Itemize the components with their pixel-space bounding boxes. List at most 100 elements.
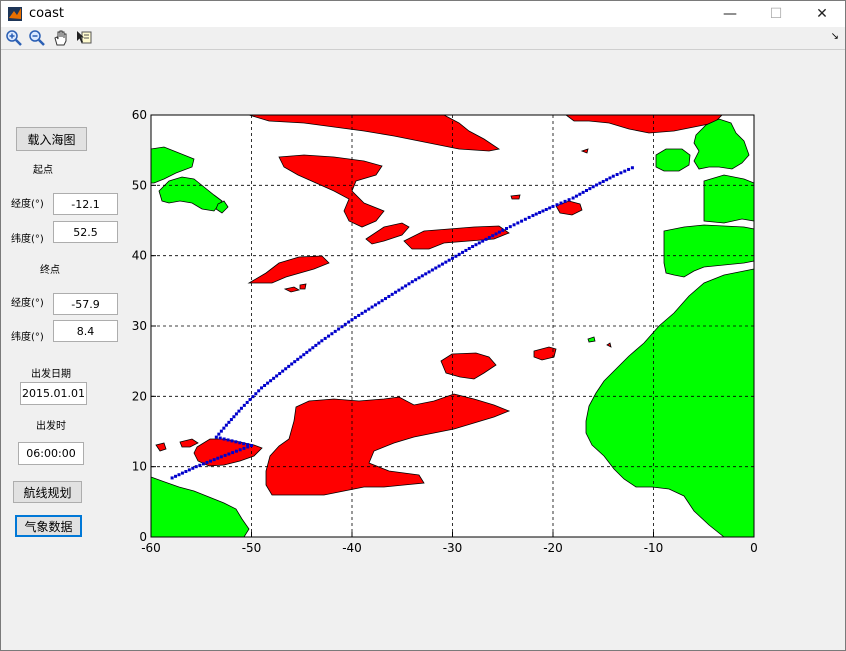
route-point (516, 221, 520, 225)
route-point (574, 194, 578, 198)
route-point (497, 230, 501, 234)
route-point (269, 379, 273, 383)
x-tick-label: -20 (543, 541, 563, 555)
route-point (598, 181, 602, 185)
route-point (234, 412, 238, 416)
route-point (404, 284, 408, 288)
route-point (520, 219, 524, 223)
route-point (571, 196, 575, 200)
route-point (299, 355, 303, 359)
weather-data-button[interactable]: 气象数据 (15, 515, 82, 537)
map-axes[interactable]: -60 -50 -40 -30 -20 -10 0 0 10 20 30 40 50 60 (4, 51, 842, 647)
data-cursor-icon[interactable] (75, 29, 93, 47)
route-point (170, 476, 174, 480)
africa (585, 268, 755, 538)
route-point (400, 286, 404, 290)
route-point (623, 169, 627, 173)
route-point (414, 278, 418, 282)
route-point (246, 445, 250, 449)
route-point (427, 270, 431, 274)
ireland (655, 148, 691, 172)
end-lon-field[interactable]: -57.9 (53, 293, 118, 315)
weather-region (510, 194, 521, 200)
route-point (272, 376, 276, 380)
route-plan-button[interactable]: 航线规划 (13, 481, 82, 503)
zoom-out-icon[interactable] (28, 29, 46, 47)
x-tick-label: 0 (750, 541, 758, 555)
land-masses (150, 118, 755, 538)
route-point (434, 266, 438, 270)
weather-region (179, 438, 199, 448)
canary-island (587, 336, 596, 343)
route-point (296, 357, 300, 361)
y-tick-label: 60 (132, 108, 147, 122)
route-point (559, 201, 563, 205)
route-point (205, 460, 209, 464)
route-point (627, 167, 631, 171)
route-point (180, 471, 184, 475)
route-point (238, 441, 242, 445)
route-point (281, 369, 285, 373)
close-button[interactable]: ✕ (816, 6, 828, 22)
route-point (230, 439, 234, 443)
route-point (250, 444, 253, 448)
x-tick-label: -30 (443, 541, 463, 555)
y-tick-label: 50 (132, 178, 147, 192)
route-point (451, 256, 454, 260)
route-point (457, 252, 461, 256)
start-lat-field[interactable]: 52.5 (53, 221, 118, 243)
route-point (619, 171, 623, 175)
route-point (494, 232, 498, 236)
route-point (217, 432, 221, 436)
route-point (440, 262, 444, 266)
route-point (370, 305, 374, 309)
route-point (548, 206, 552, 210)
dock-arrow-icon[interactable]: ↘ (830, 31, 839, 42)
route-point (447, 258, 451, 262)
depart-time-field[interactable]: 06:00:00 (18, 442, 84, 465)
weather-region (365, 222, 410, 245)
route-point (605, 178, 609, 182)
route-point (424, 272, 428, 276)
load-chart-button[interactable]: 载入海图 (16, 127, 87, 151)
route-point (333, 329, 337, 333)
route-point (340, 325, 344, 329)
depart-date-field[interactable]: 2015.01.01 (20, 382, 87, 405)
end-point-label: 终点 (40, 265, 60, 276)
route-point (474, 243, 478, 247)
route-point (239, 406, 243, 410)
route-point (327, 334, 331, 338)
minimize-button[interactable]: — (723, 6, 737, 22)
route-point (353, 316, 357, 320)
window-title: coast (29, 6, 64, 21)
route-point (508, 225, 512, 229)
route-point (201, 462, 205, 466)
start-lon-field[interactable]: -12.1 (53, 193, 118, 215)
end-lat-field[interactable]: 8.4 (53, 320, 118, 342)
route-point (454, 254, 458, 258)
route-point (481, 239, 485, 243)
route-point (234, 440, 238, 444)
figure-canvas: 载入海图 起点 经度(°) -12.1 纬度(°) 52.5 终点 经度(°) … (4, 51, 842, 647)
zoom-in-icon[interactable] (5, 29, 23, 47)
maximize-button[interactable]: ☐ (769, 6, 783, 22)
pan-hand-icon[interactable] (52, 29, 70, 47)
route-point (578, 192, 582, 196)
route-point (174, 474, 178, 478)
route-point (278, 372, 282, 376)
route-point (538, 211, 542, 215)
route-point (231, 451, 235, 455)
start-lon-label: 经度(°) (11, 199, 44, 210)
route-point (505, 227, 509, 231)
y-tick-label: 40 (132, 249, 147, 263)
route-point (461, 250, 465, 254)
route-point (491, 234, 495, 238)
route-point (226, 438, 230, 442)
weather-region (248, 114, 501, 152)
route-point (227, 420, 231, 424)
route-point (444, 260, 448, 264)
route-point (314, 343, 318, 347)
end-lat-label: 纬度(°) (11, 332, 44, 343)
weather-region (265, 393, 511, 496)
depart-time-label: 出发时 (36, 421, 66, 432)
